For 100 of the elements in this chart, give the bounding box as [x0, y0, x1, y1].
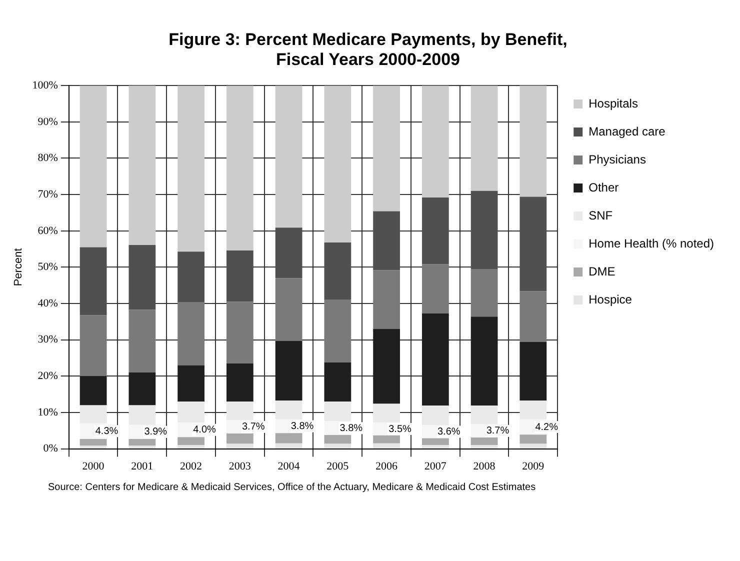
bar	[178, 252, 204, 302]
y-tick-label: 40%	[38, 297, 58, 310]
bar	[178, 86, 204, 252]
bar	[128, 245, 156, 310]
bar	[80, 438, 107, 446]
bar	[80, 247, 107, 316]
bar	[178, 302, 204, 366]
bar	[373, 443, 400, 448]
bar	[470, 190, 498, 270]
bar	[275, 443, 302, 448]
y-tick-label: 30%	[38, 334, 58, 346]
data-label: 3.7%	[242, 422, 265, 433]
data-label: 3.5%	[388, 424, 412, 435]
data-label: 3.8%	[290, 421, 314, 432]
bar	[128, 446, 156, 448]
bar	[422, 264, 449, 314]
bar	[226, 250, 254, 302]
x-tick-label: 2001	[131, 460, 154, 472]
x-tick-label: 2000	[82, 460, 105, 472]
bar	[520, 86, 547, 197]
y-tick-label: 100%	[32, 79, 58, 92]
y-tick-label: 80%	[38, 152, 58, 164]
bar	[470, 438, 498, 446]
bar	[324, 300, 352, 362]
bar	[373, 270, 400, 329]
bar	[178, 445, 204, 448]
y-axis-title: Percent	[12, 248, 25, 286]
x-tick-label: 2008	[473, 460, 496, 472]
y-tick-label: 0%	[43, 442, 58, 455]
bar	[324, 444, 352, 448]
bar	[128, 86, 156, 246]
bar	[80, 446, 107, 448]
bar	[520, 196, 547, 292]
data-label: 4.3%	[95, 426, 118, 437]
legend-label: Managed care	[588, 124, 666, 138]
bar	[275, 278, 302, 341]
bar	[373, 435, 400, 444]
bar	[80, 376, 107, 406]
bar	[373, 328, 400, 404]
y-tick-label: 10%	[38, 406, 58, 418]
x-tick-label: 2005	[326, 460, 350, 472]
data-label: 4.0%	[193, 424, 216, 436]
chart-title: Figure 3: Percent Medicare Payments, by Benefit, Fiscal Years 2000-2009	[168, 30, 568, 70]
bar	[275, 340, 302, 400]
legend-label: Home Health (% noted)	[588, 236, 714, 250]
legend-label: Hospice	[588, 292, 632, 306]
bar	[422, 445, 449, 448]
bar	[275, 228, 302, 278]
legend-label: Physicians	[588, 152, 646, 166]
bar	[520, 342, 547, 400]
x-tick-label: 2009	[522, 460, 545, 472]
source-note: Source: Centers for Medicare & Medicaid Services, Office of the Actuary, Medicare & Medicaid Cost Estimates	[48, 482, 537, 493]
y-tick-label: 50%	[38, 261, 58, 274]
bar	[128, 372, 156, 406]
bar	[422, 86, 449, 198]
bar	[275, 86, 302, 228]
bar	[373, 211, 400, 270]
y-tick-label: 60%	[38, 224, 58, 237]
bar	[520, 444, 547, 448]
bar	[422, 197, 449, 264]
x-tick-label: 2002	[180, 460, 202, 472]
bar	[324, 86, 352, 243]
bar	[226, 363, 254, 402]
bar	[422, 438, 449, 446]
bar	[226, 302, 254, 364]
bar	[128, 310, 156, 373]
x-tick-label: 2004	[278, 460, 300, 472]
legend-label: DME	[588, 264, 616, 278]
bar	[470, 86, 498, 191]
bar	[324, 435, 352, 444]
bar	[324, 362, 352, 402]
x-tick-label: 2006	[376, 460, 398, 472]
bar	[520, 434, 547, 444]
bar	[275, 433, 302, 444]
bar	[80, 86, 107, 248]
y-tick-label: 70%	[38, 188, 58, 200]
bar	[128, 438, 156, 446]
bar	[373, 86, 400, 212]
y-tick-label: 20%	[38, 370, 58, 382]
bar	[470, 269, 498, 317]
y-tick-label: 90%	[38, 116, 58, 128]
data-label: 4.2%	[535, 422, 558, 433]
bar	[226, 444, 254, 448]
bar	[226, 434, 254, 444]
bar	[470, 445, 498, 448]
data-label: 3.9%	[144, 426, 168, 438]
bar	[470, 316, 498, 406]
bar	[226, 86, 254, 250]
bar	[324, 242, 352, 300]
legend-label: Other	[588, 180, 619, 194]
bar	[178, 437, 204, 446]
bar	[80, 315, 107, 376]
x-tick-label: 2003	[228, 460, 252, 472]
bar	[520, 291, 547, 342]
bar	[178, 365, 204, 402]
bar	[422, 313, 449, 406]
legend-label: SNF	[588, 208, 613, 222]
x-tick-label: 2007	[424, 460, 447, 472]
data-label: 3.7%	[486, 426, 510, 437]
data-label: 3.6%	[437, 426, 460, 438]
